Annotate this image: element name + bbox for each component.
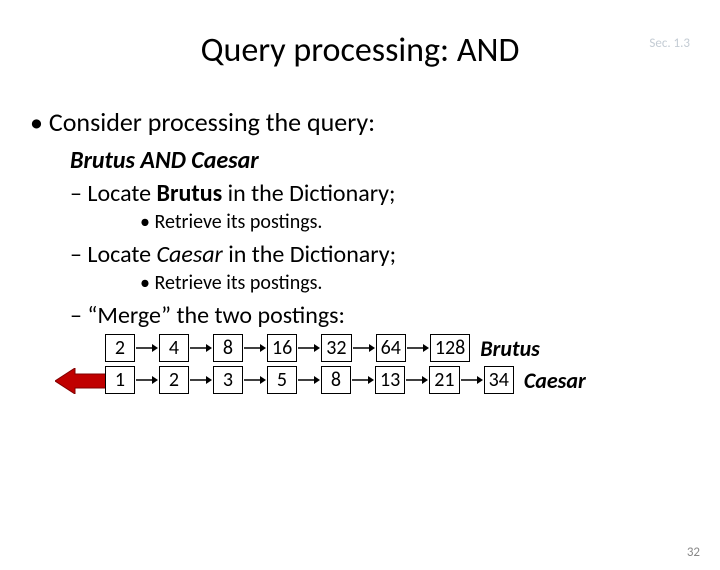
retrieve-postings-2: Retrieve its postings. — [140, 271, 710, 295]
posting-box: 16 — [267, 334, 297, 362]
posting-box: 2 — [105, 334, 135, 362]
link-arrow-icon — [406, 374, 428, 386]
postings-row-brutus: 248 16 32 64 128 Brutus — [105, 334, 710, 362]
slide-number: 32 — [687, 545, 700, 560]
section-label: Sec. 1.3 — [649, 36, 690, 51]
locate-caesar: Locate Caesar in the Dictionary; — [70, 240, 710, 269]
postings-row-caesar: 12358 13 21 34 Caesar — [105, 366, 710, 394]
link-arrow-icon — [136, 374, 158, 386]
locate2-term: Caesar — [157, 240, 223, 269]
link-arrow-icon — [244, 342, 266, 354]
locate2-post: in the Dictionary; — [223, 240, 396, 269]
posting-box: 128 — [430, 334, 470, 362]
link-arrow-icon — [136, 342, 158, 354]
link-arrow-icon — [244, 374, 266, 386]
posting-box: 8 — [321, 366, 351, 394]
link-arrow-icon — [352, 374, 374, 386]
link-arrow-icon — [461, 374, 483, 386]
posting-box: 1 — [105, 366, 135, 394]
locate-brutus: Locate Brutus in the Dictionary; — [70, 179, 710, 208]
link-arrow-icon — [190, 374, 212, 386]
posting-box: 34 — [484, 366, 514, 394]
locate1-term: Brutus — [157, 179, 223, 208]
postings-diagram: 248163264128Brutus 12358132134Caesar — [30, 334, 710, 394]
link-arrow-icon — [298, 374, 320, 386]
posting-box: 2 — [159, 366, 189, 394]
content-area: Consider processing the query: Brutus AN… — [0, 106, 720, 394]
link-arrow-icon — [407, 342, 429, 354]
query-expression: Brutus AND Caesar — [70, 146, 710, 175]
postings-label: Caesar — [524, 367, 586, 394]
locate1-post: in the Dictionary; — [222, 179, 395, 208]
posting-box: 21 — [429, 366, 459, 394]
merge-line: “Merge” the two postings: — [70, 301, 710, 330]
locate1-pre: Locate — [87, 179, 156, 208]
link-arrow-icon — [298, 342, 320, 354]
main-bullet: Consider processing the query: — [30, 106, 710, 138]
posting-box: 13 — [375, 366, 405, 394]
merge-pre: “Merge” — [87, 301, 171, 330]
posting-box: 64 — [376, 334, 406, 362]
merge-post: the two postings: — [171, 301, 345, 330]
retrieve-postings-1: Retrieve its postings. — [140, 210, 710, 234]
posting-box: 32 — [321, 334, 351, 362]
locate2-pre: Locate — [87, 240, 156, 269]
posting-box: 5 — [267, 366, 297, 394]
posting-box: 8 — [213, 334, 243, 362]
slide-title: Query processing: AND — [0, 30, 720, 71]
postings-label: Brutus — [480, 335, 540, 362]
link-arrow-icon — [190, 342, 212, 354]
posting-box: 3 — [213, 366, 243, 394]
link-arrow-icon — [353, 342, 375, 354]
posting-box: 4 — [159, 334, 189, 362]
